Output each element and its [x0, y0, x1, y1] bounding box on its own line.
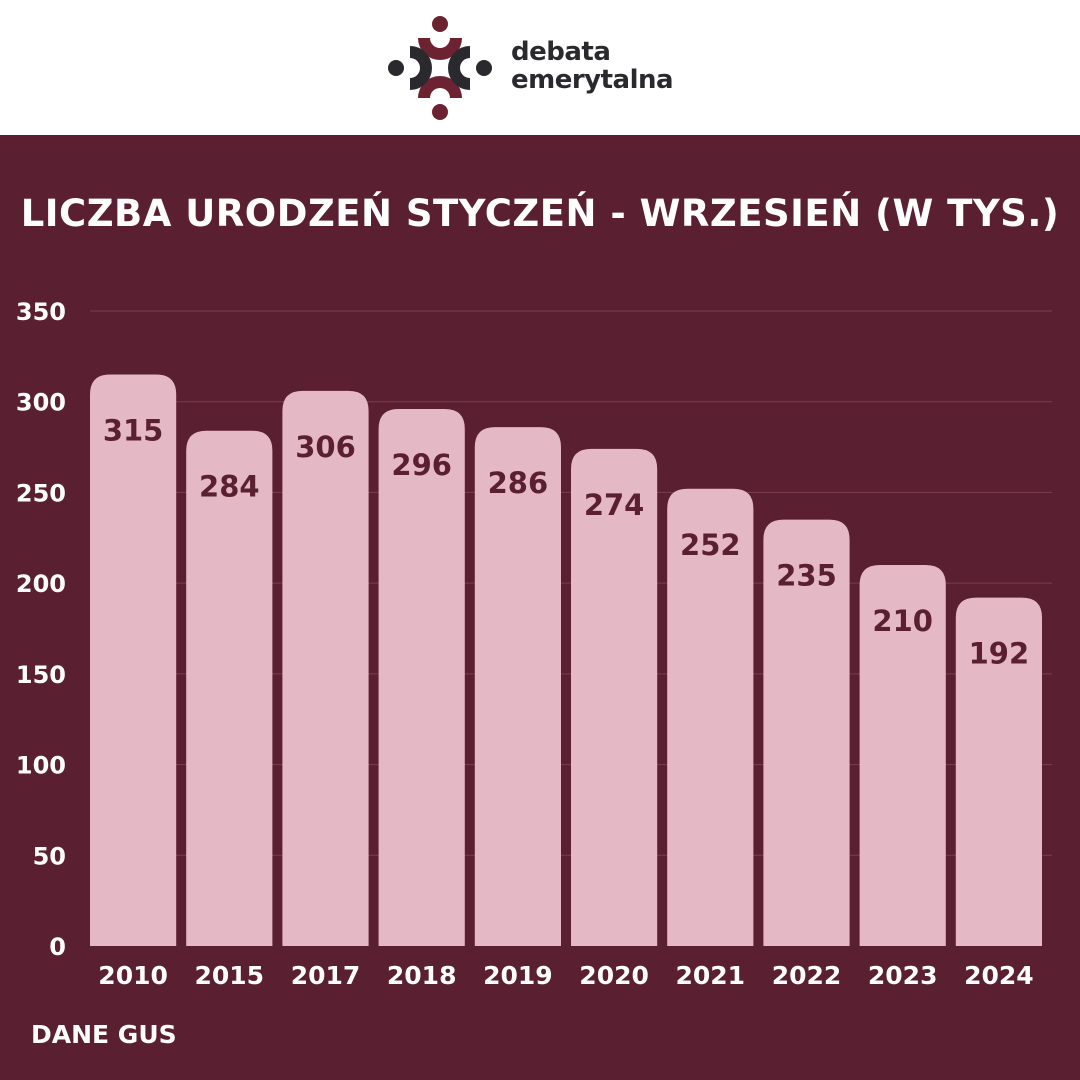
x-tick-label: 2015	[195, 961, 265, 990]
y-tick-label: 200	[16, 570, 66, 598]
y-tick-label: 300	[16, 389, 66, 417]
bar-value-label: 296	[391, 448, 452, 482]
x-tick-label: 2019	[483, 961, 553, 990]
bar-2022	[763, 519, 850, 946]
bar-2018	[378, 408, 465, 946]
bar-value-label: 284	[199, 470, 260, 504]
bar-2010	[90, 374, 177, 946]
bar-value-label: 315	[103, 414, 164, 448]
x-tick-label: 2022	[772, 961, 842, 990]
brand-line-1: debata	[511, 37, 611, 67]
y-tick-label: 250	[16, 479, 66, 507]
x-tick-label: 2024	[964, 961, 1034, 990]
bars: 315 284 306 296 286 274 252 235 210 192	[90, 374, 1042, 947]
y-tick-label: 150	[16, 661, 66, 689]
bar-value-label: 286	[488, 466, 549, 500]
bar-value-label: 192	[969, 637, 1030, 671]
bar-2024	[955, 597, 1042, 946]
bar-2023	[859, 565, 946, 946]
people-circle-logo-icon	[388, 16, 492, 120]
brand-line-2: emerytalna	[511, 65, 674, 95]
bar-value-label: 235	[776, 559, 837, 593]
bar-2019	[474, 427, 561, 947]
bar-value-label: 306	[295, 430, 356, 464]
bar-2017	[282, 390, 369, 946]
bar-value-label: 210	[872, 604, 933, 638]
bar-2020	[571, 448, 658, 946]
x-tick-label: 2021	[676, 961, 746, 990]
x-tick-label: 2010	[98, 961, 168, 990]
bar-2021	[667, 488, 754, 946]
bar-value-label: 252	[680, 528, 741, 562]
x-tick-label: 2020	[579, 961, 649, 990]
y-tick-label: 100	[16, 752, 66, 780]
source-label: DANE GUS	[31, 1020, 177, 1049]
x-axis-ticks: 2010 2015 2017 2018 2019 2020 2021 2022 2023 2024	[98, 961, 1033, 990]
x-tick-label: 2023	[868, 961, 938, 990]
brand-wordmark: debata emerytalna	[511, 37, 674, 95]
chart-title: LICZBA URODZEŃ STYCZEŃ - WRZESIEŃ (W TYS…	[20, 192, 1060, 235]
y-axis-ticks: 0 50 100 150 200 250 300 350	[16, 298, 66, 961]
y-tick-label: 350	[16, 298, 66, 326]
x-tick-label: 2018	[387, 961, 457, 990]
y-tick-label: 0	[49, 933, 66, 961]
header: debata emerytalna	[0, 0, 1080, 135]
x-tick-label: 2017	[291, 961, 361, 990]
bar-2015	[186, 430, 273, 946]
bar-value-label: 274	[584, 488, 645, 522]
y-tick-label: 50	[33, 842, 66, 870]
